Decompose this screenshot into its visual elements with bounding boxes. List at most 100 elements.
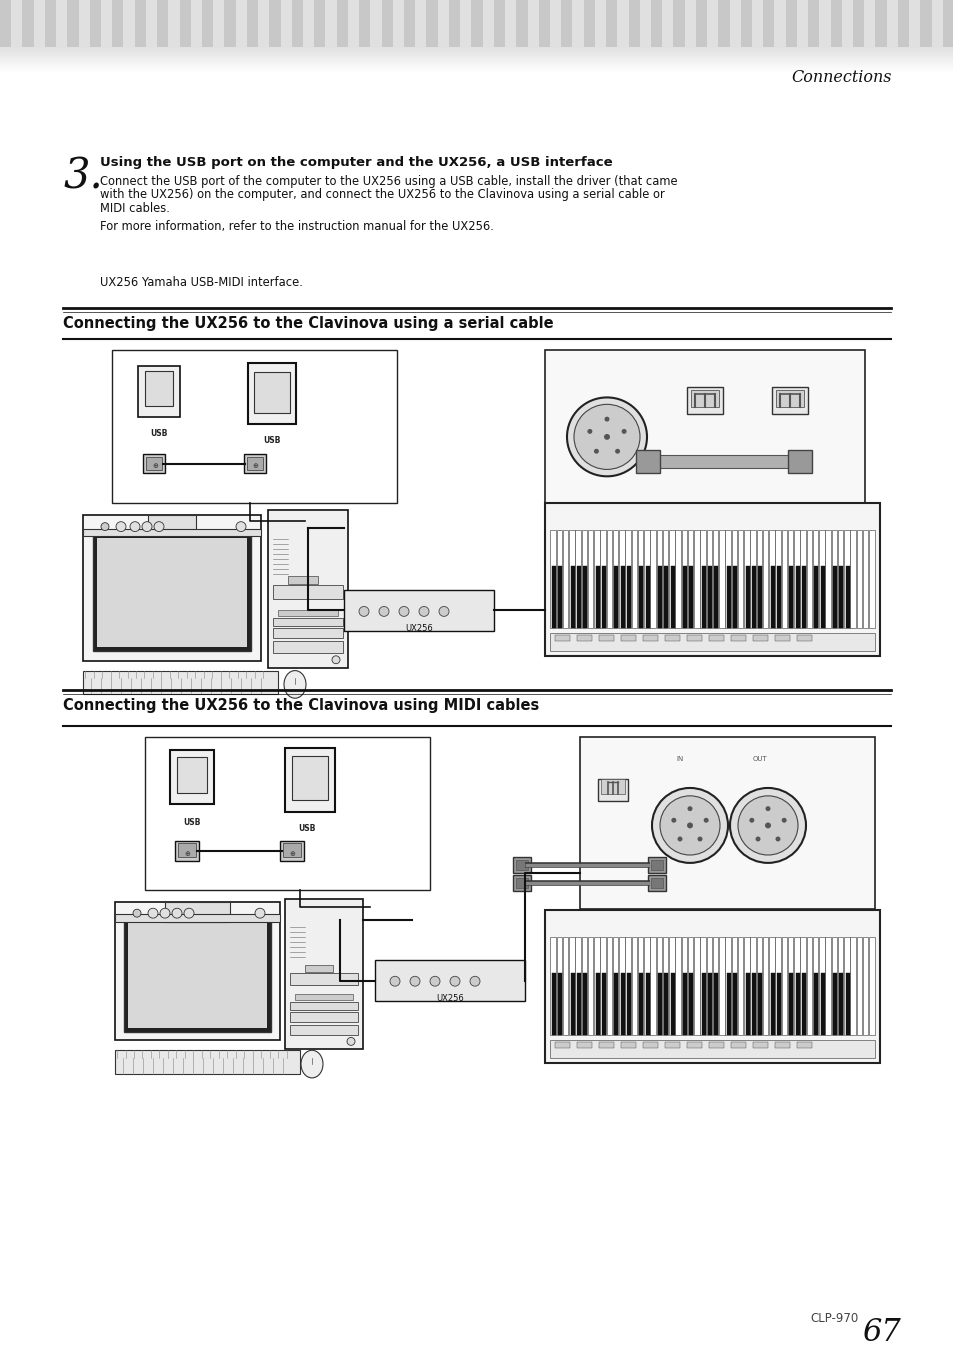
Bar [863, 0, 875, 47]
Circle shape [748, 817, 754, 823]
Bar [381, 0, 393, 47]
Bar [253, 372, 290, 413]
Bar [115, 902, 280, 1040]
Bar [675, 936, 680, 1035]
Ellipse shape [254, 908, 265, 919]
Bar [719, 530, 724, 628]
Bar [639, 566, 642, 628]
Bar [404, 0, 415, 47]
Bar [437, 0, 449, 47]
Bar [560, 0, 572, 47]
Bar [612, 936, 618, 1035]
Bar [168, 0, 179, 47]
Bar [620, 973, 624, 1035]
Bar [758, 973, 761, 1035]
Bar [793, 936, 799, 1035]
Bar [844, 566, 849, 628]
Bar [724, 530, 730, 628]
Bar [544, 350, 864, 503]
Bar [605, 0, 617, 47]
Ellipse shape [172, 908, 182, 919]
Text: IN: IN [676, 757, 683, 762]
Bar [837, 936, 842, 1035]
Ellipse shape [358, 607, 369, 616]
Bar [594, 936, 599, 1035]
Circle shape [738, 796, 797, 855]
Bar [115, 1050, 299, 1074]
Bar [743, 936, 749, 1035]
Bar [606, 530, 612, 628]
Circle shape [603, 434, 609, 440]
Bar [577, 1043, 592, 1048]
Bar [213, 0, 224, 47]
Bar [830, 0, 841, 47]
Bar [283, 843, 301, 857]
Bar [146, 0, 157, 47]
Bar [737, 530, 742, 628]
Circle shape [621, 428, 626, 434]
Bar [837, 530, 842, 628]
Bar [770, 973, 774, 1035]
Bar [558, 973, 561, 1035]
Bar [115, 915, 280, 923]
Bar [577, 566, 580, 628]
Bar [680, 530, 686, 628]
Bar [273, 640, 343, 653]
Bar [774, 0, 785, 47]
Bar [868, 936, 874, 1035]
Bar [684, 0, 695, 47]
Bar [268, 509, 348, 667]
Bar [582, 566, 587, 628]
Bar [550, 530, 556, 628]
Bar [758, 566, 761, 628]
Text: ⊕: ⊕ [252, 463, 257, 469]
Bar [587, 530, 593, 628]
Circle shape [677, 836, 681, 842]
Bar [626, 973, 630, 1035]
Bar [642, 635, 658, 640]
Bar [68, 0, 78, 47]
Bar [668, 530, 674, 628]
Bar [795, 566, 799, 628]
Bar [645, 973, 649, 1035]
Bar [839, 566, 842, 628]
Bar [550, 634, 874, 651]
Circle shape [775, 836, 780, 842]
Bar [344, 590, 494, 631]
Circle shape [755, 836, 760, 842]
Bar [620, 1043, 636, 1048]
Bar [618, 936, 624, 1035]
Bar [650, 0, 661, 47]
Bar [656, 530, 661, 628]
Text: 3.: 3. [63, 155, 103, 197]
Ellipse shape [148, 908, 158, 919]
Bar [178, 843, 195, 857]
Bar [562, 530, 568, 628]
Bar [751, 0, 762, 47]
Bar [550, 1040, 874, 1058]
Bar [730, 1043, 745, 1048]
Bar [820, 566, 823, 628]
Bar [752, 1043, 767, 1048]
Bar [718, 0, 729, 47]
Bar [0, 0, 11, 47]
Bar [516, 861, 527, 870]
Circle shape [686, 823, 692, 828]
Bar [787, 450, 811, 473]
Bar [731, 936, 737, 1035]
Bar [550, 936, 556, 1035]
Bar [751, 973, 755, 1035]
Bar [358, 0, 370, 47]
Bar [11, 0, 23, 47]
Bar [675, 530, 680, 628]
Bar [942, 0, 953, 47]
Text: Using the USB port on the computer and the UX256, a USB interface: Using the USB port on the computer and t… [100, 155, 612, 169]
Bar [248, 363, 295, 424]
Text: USB: USB [151, 430, 168, 438]
Bar [776, 973, 781, 1035]
Bar [844, 973, 849, 1035]
Bar [570, 566, 574, 628]
Bar [415, 0, 426, 47]
Ellipse shape [130, 521, 140, 531]
Bar [849, 936, 855, 1035]
